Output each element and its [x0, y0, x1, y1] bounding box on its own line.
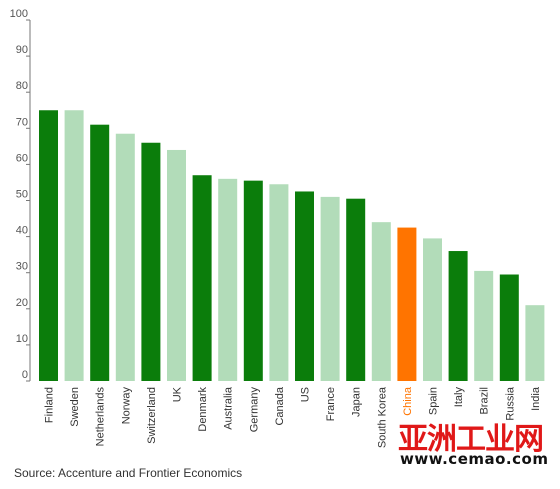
x-category-label: Russia [504, 386, 516, 421]
bar [397, 227, 417, 381]
y-tick-label: 100 [10, 8, 28, 20]
x-category-label: Norway [120, 387, 132, 425]
bar [115, 133, 135, 381]
bar [525, 305, 545, 381]
x-category-label: Japan [351, 387, 363, 417]
bar [295, 191, 314, 381]
x-category-label: South Korea [376, 386, 388, 448]
y-tick-label: 10 [16, 333, 28, 345]
bar [474, 270, 494, 381]
y-tick-label: 20 [16, 297, 28, 309]
bar [269, 184, 289, 381]
x-category-label: US [300, 387, 312, 402]
bar [346, 198, 366, 381]
x-axis-labels: Finland Sweden Netherlands Norway Switzerlan… [44, 386, 542, 448]
y-tick-label: 60 [16, 152, 28, 164]
bar [192, 175, 212, 381]
bar [448, 251, 468, 381]
bar [320, 196, 340, 381]
x-category-label: Australia [223, 386, 235, 430]
watermark-logo: 亚洲工业网 www.cemao.com [398, 414, 556, 470]
x-category-label: Denmark [197, 387, 209, 432]
y-tick-label: 50 [16, 189, 28, 201]
watermark-chinese-text: 亚洲工业网 [398, 422, 544, 457]
bar [499, 274, 519, 381]
y-tick-label: 70 [16, 116, 28, 128]
y-tick-label: 0 [22, 369, 28, 381]
bar [371, 222, 391, 381]
source-note: Source: Accenture and Frontier Economics [14, 466, 243, 480]
x-category-label: India [530, 386, 542, 411]
x-category-label: Finland [44, 387, 56, 423]
x-category-label: Germany [248, 387, 260, 433]
y-tick-label: 90 [16, 44, 28, 56]
bar [39, 110, 58, 381]
watermark-url: www.cemao.com [400, 450, 549, 468]
x-category-label: Spain [428, 387, 440, 415]
y-tick-label: 80 [16, 80, 28, 92]
bar [167, 149, 186, 381]
bar [64, 110, 84, 381]
bar [423, 238, 442, 381]
x-category-label: Canada [274, 386, 286, 425]
y-axis: 0 10 20 30 40 50 60 70 80 90 100 [10, 8, 31, 382]
x-category-label: Sweden [69, 387, 81, 427]
bars [39, 110, 545, 381]
bar [90, 124, 110, 381]
y-tick-label: 30 [16, 261, 28, 273]
x-category-label: Italy [453, 387, 465, 408]
x-category-label: Brazil [479, 387, 491, 415]
bar [218, 178, 238, 381]
x-category-label: Netherlands [95, 387, 107, 447]
x-category-label: UK [172, 386, 184, 402]
x-category-label: China [402, 386, 414, 416]
x-category-label: Switzerland [146, 387, 158, 444]
bar [141, 142, 161, 381]
x-category-label: France [325, 387, 337, 421]
y-tick-label: 40 [16, 225, 28, 237]
bar [243, 180, 263, 381]
